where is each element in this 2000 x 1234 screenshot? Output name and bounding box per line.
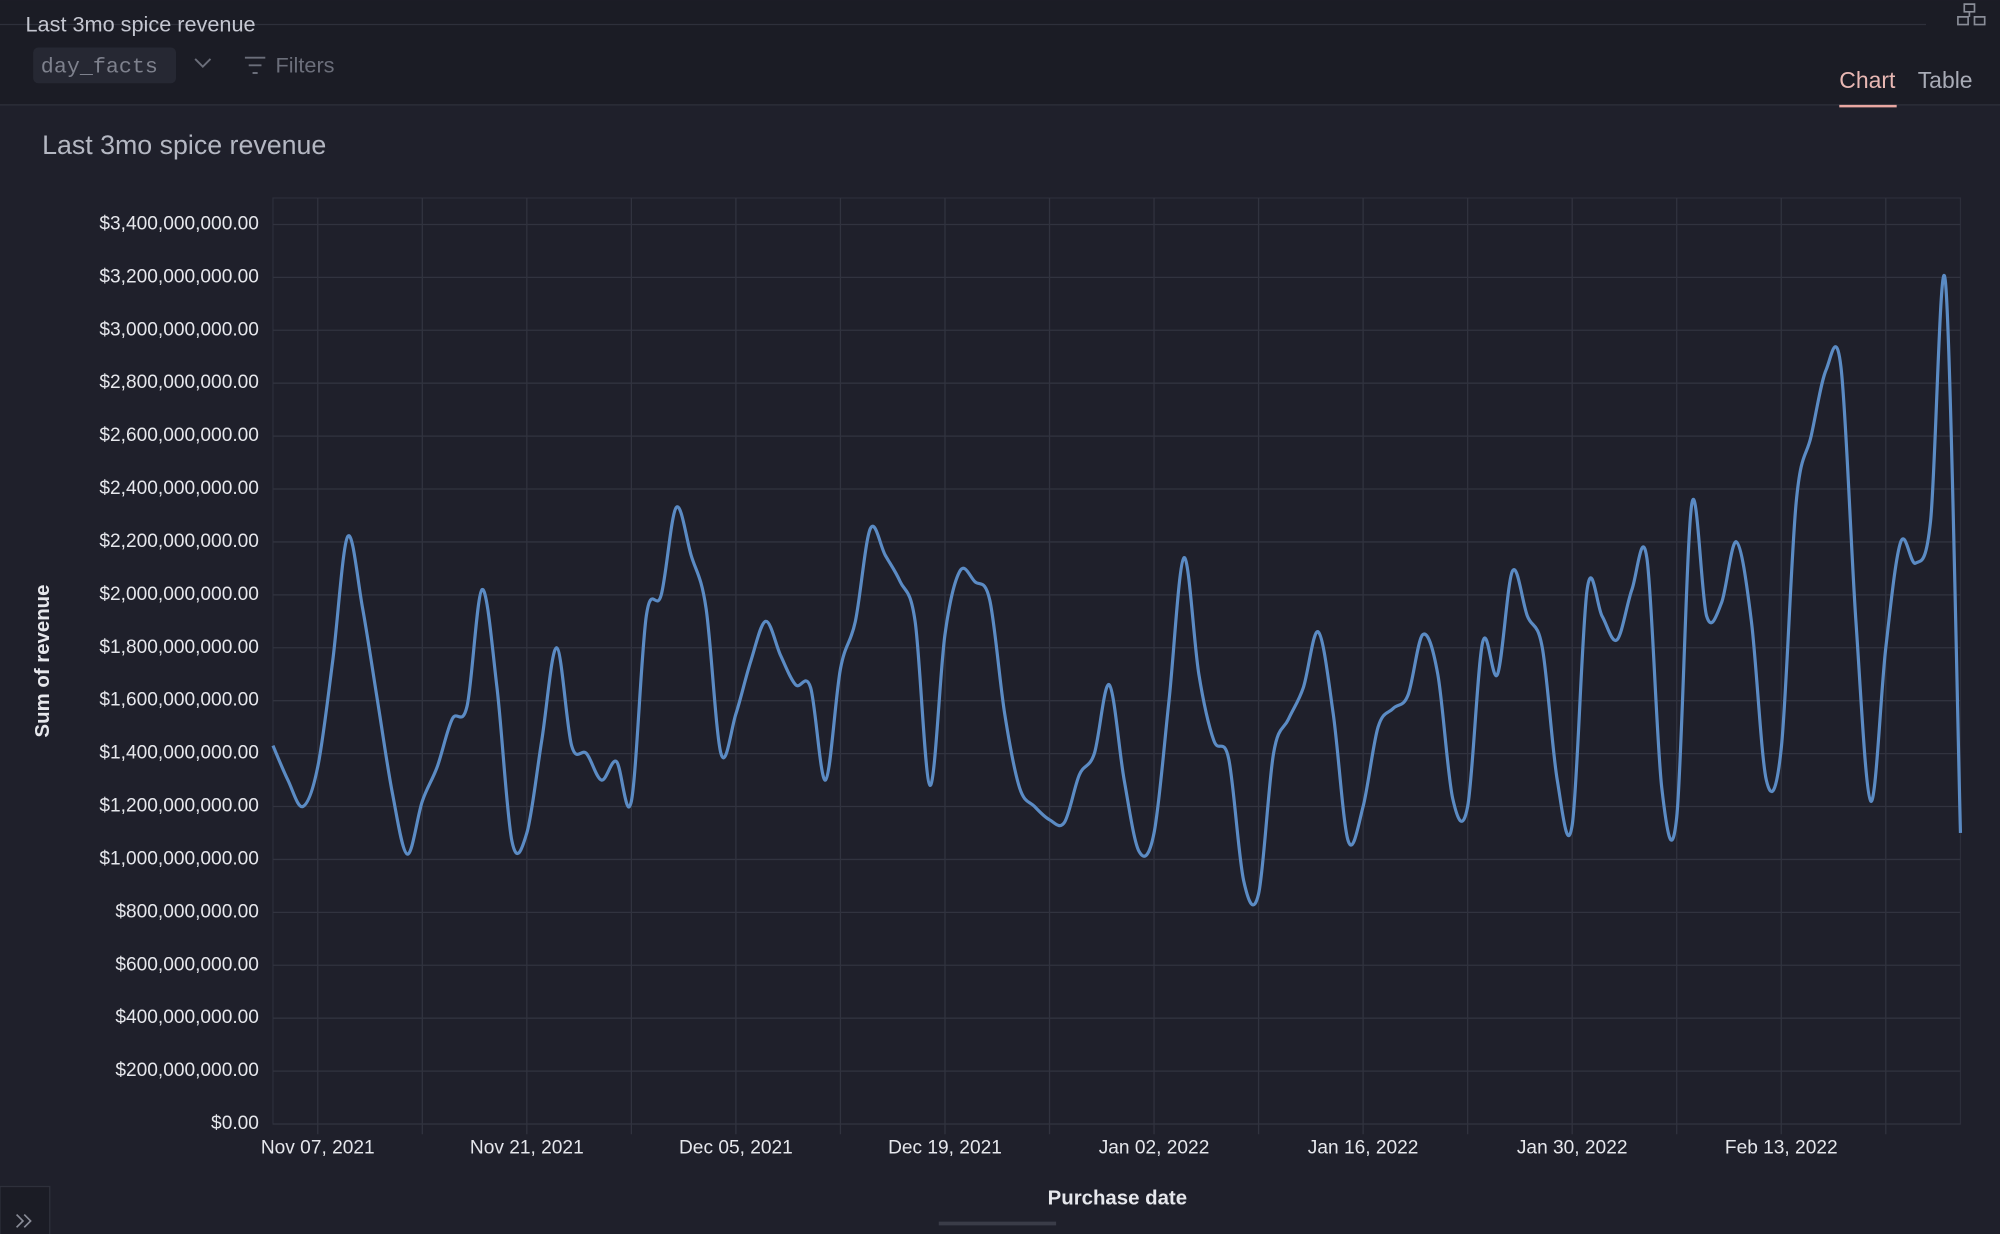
y-tick-label: $400,000,000.00 xyxy=(115,1007,259,1028)
y-tick-label: $1,000,000,000.00 xyxy=(99,848,259,869)
y-axis-label: Sum of revenue xyxy=(32,585,54,738)
y-tick-label: $600,000,000.00 xyxy=(115,954,259,975)
y-tick-label: $3,400,000,000.00 xyxy=(99,213,259,234)
x-tick-label: Nov 21, 2021 xyxy=(470,1137,584,1158)
line xyxy=(271,273,1963,907)
x-axis-label: Purchase date xyxy=(1048,1188,1187,1210)
y-tick-label: $3,200,000,000.00 xyxy=(99,266,259,287)
x-tick-label: Nov 07, 2021 xyxy=(261,1137,375,1158)
dataset-chip[interactable] xyxy=(33,47,177,84)
x-tick-label: Feb 13, 2022 xyxy=(1725,1137,1838,1158)
x-tick-label: Jan 16, 2022 xyxy=(1308,1137,1419,1158)
y-tick-label: $0.00 xyxy=(211,1113,259,1134)
x-tick-label: Dec 05, 2021 xyxy=(679,1137,793,1158)
schema-icon[interactable] xyxy=(1957,3,1986,26)
page-title: Last 3mo spice revenue xyxy=(26,12,256,37)
y-tick-label: $2,400,000,000.00 xyxy=(99,478,259,499)
y-tick-label: $2,600,000,000.00 xyxy=(99,425,259,446)
y-tick-label: $2,000,000,000.00 xyxy=(99,584,259,605)
tab-table[interactable]: Table xyxy=(1918,67,1973,93)
filter-icon[interactable] xyxy=(244,56,266,74)
y-tick-label: $1,200,000,000.00 xyxy=(99,796,259,817)
toolbar xyxy=(0,0,2000,105)
tab-chart[interactable]: Chart xyxy=(1839,67,1896,93)
y-tick-label: $2,200,000,000.00 xyxy=(99,531,259,552)
y-tick-label: $1,600,000,000.00 xyxy=(99,690,259,711)
y-tick-label: $3,000,000,000.00 xyxy=(99,319,259,340)
x-tick-label: Dec 19, 2021 xyxy=(888,1137,1002,1158)
y-tick-label: $1,400,000,000.00 xyxy=(99,743,259,764)
y-tick-label: $800,000,000.00 xyxy=(115,901,259,922)
chevron[interactable] xyxy=(194,58,212,68)
chart-title: Last 3mo spice revenue xyxy=(42,130,326,160)
dataset-name[interactable]: day_facts xyxy=(41,54,158,79)
y-tick-label: $200,000,000.00 xyxy=(115,1060,259,1081)
y-tick-label: $1,800,000,000.00 xyxy=(99,637,259,658)
filters-button[interactable]: Filters xyxy=(276,52,335,77)
y-tick-label: $2,800,000,000.00 xyxy=(99,372,259,393)
x-tick-label: Jan 30, 2022 xyxy=(1517,1137,1628,1158)
expand-icon[interactable] xyxy=(15,1213,32,1228)
x-tick-label: Jan 02, 2022 xyxy=(1099,1137,1210,1158)
